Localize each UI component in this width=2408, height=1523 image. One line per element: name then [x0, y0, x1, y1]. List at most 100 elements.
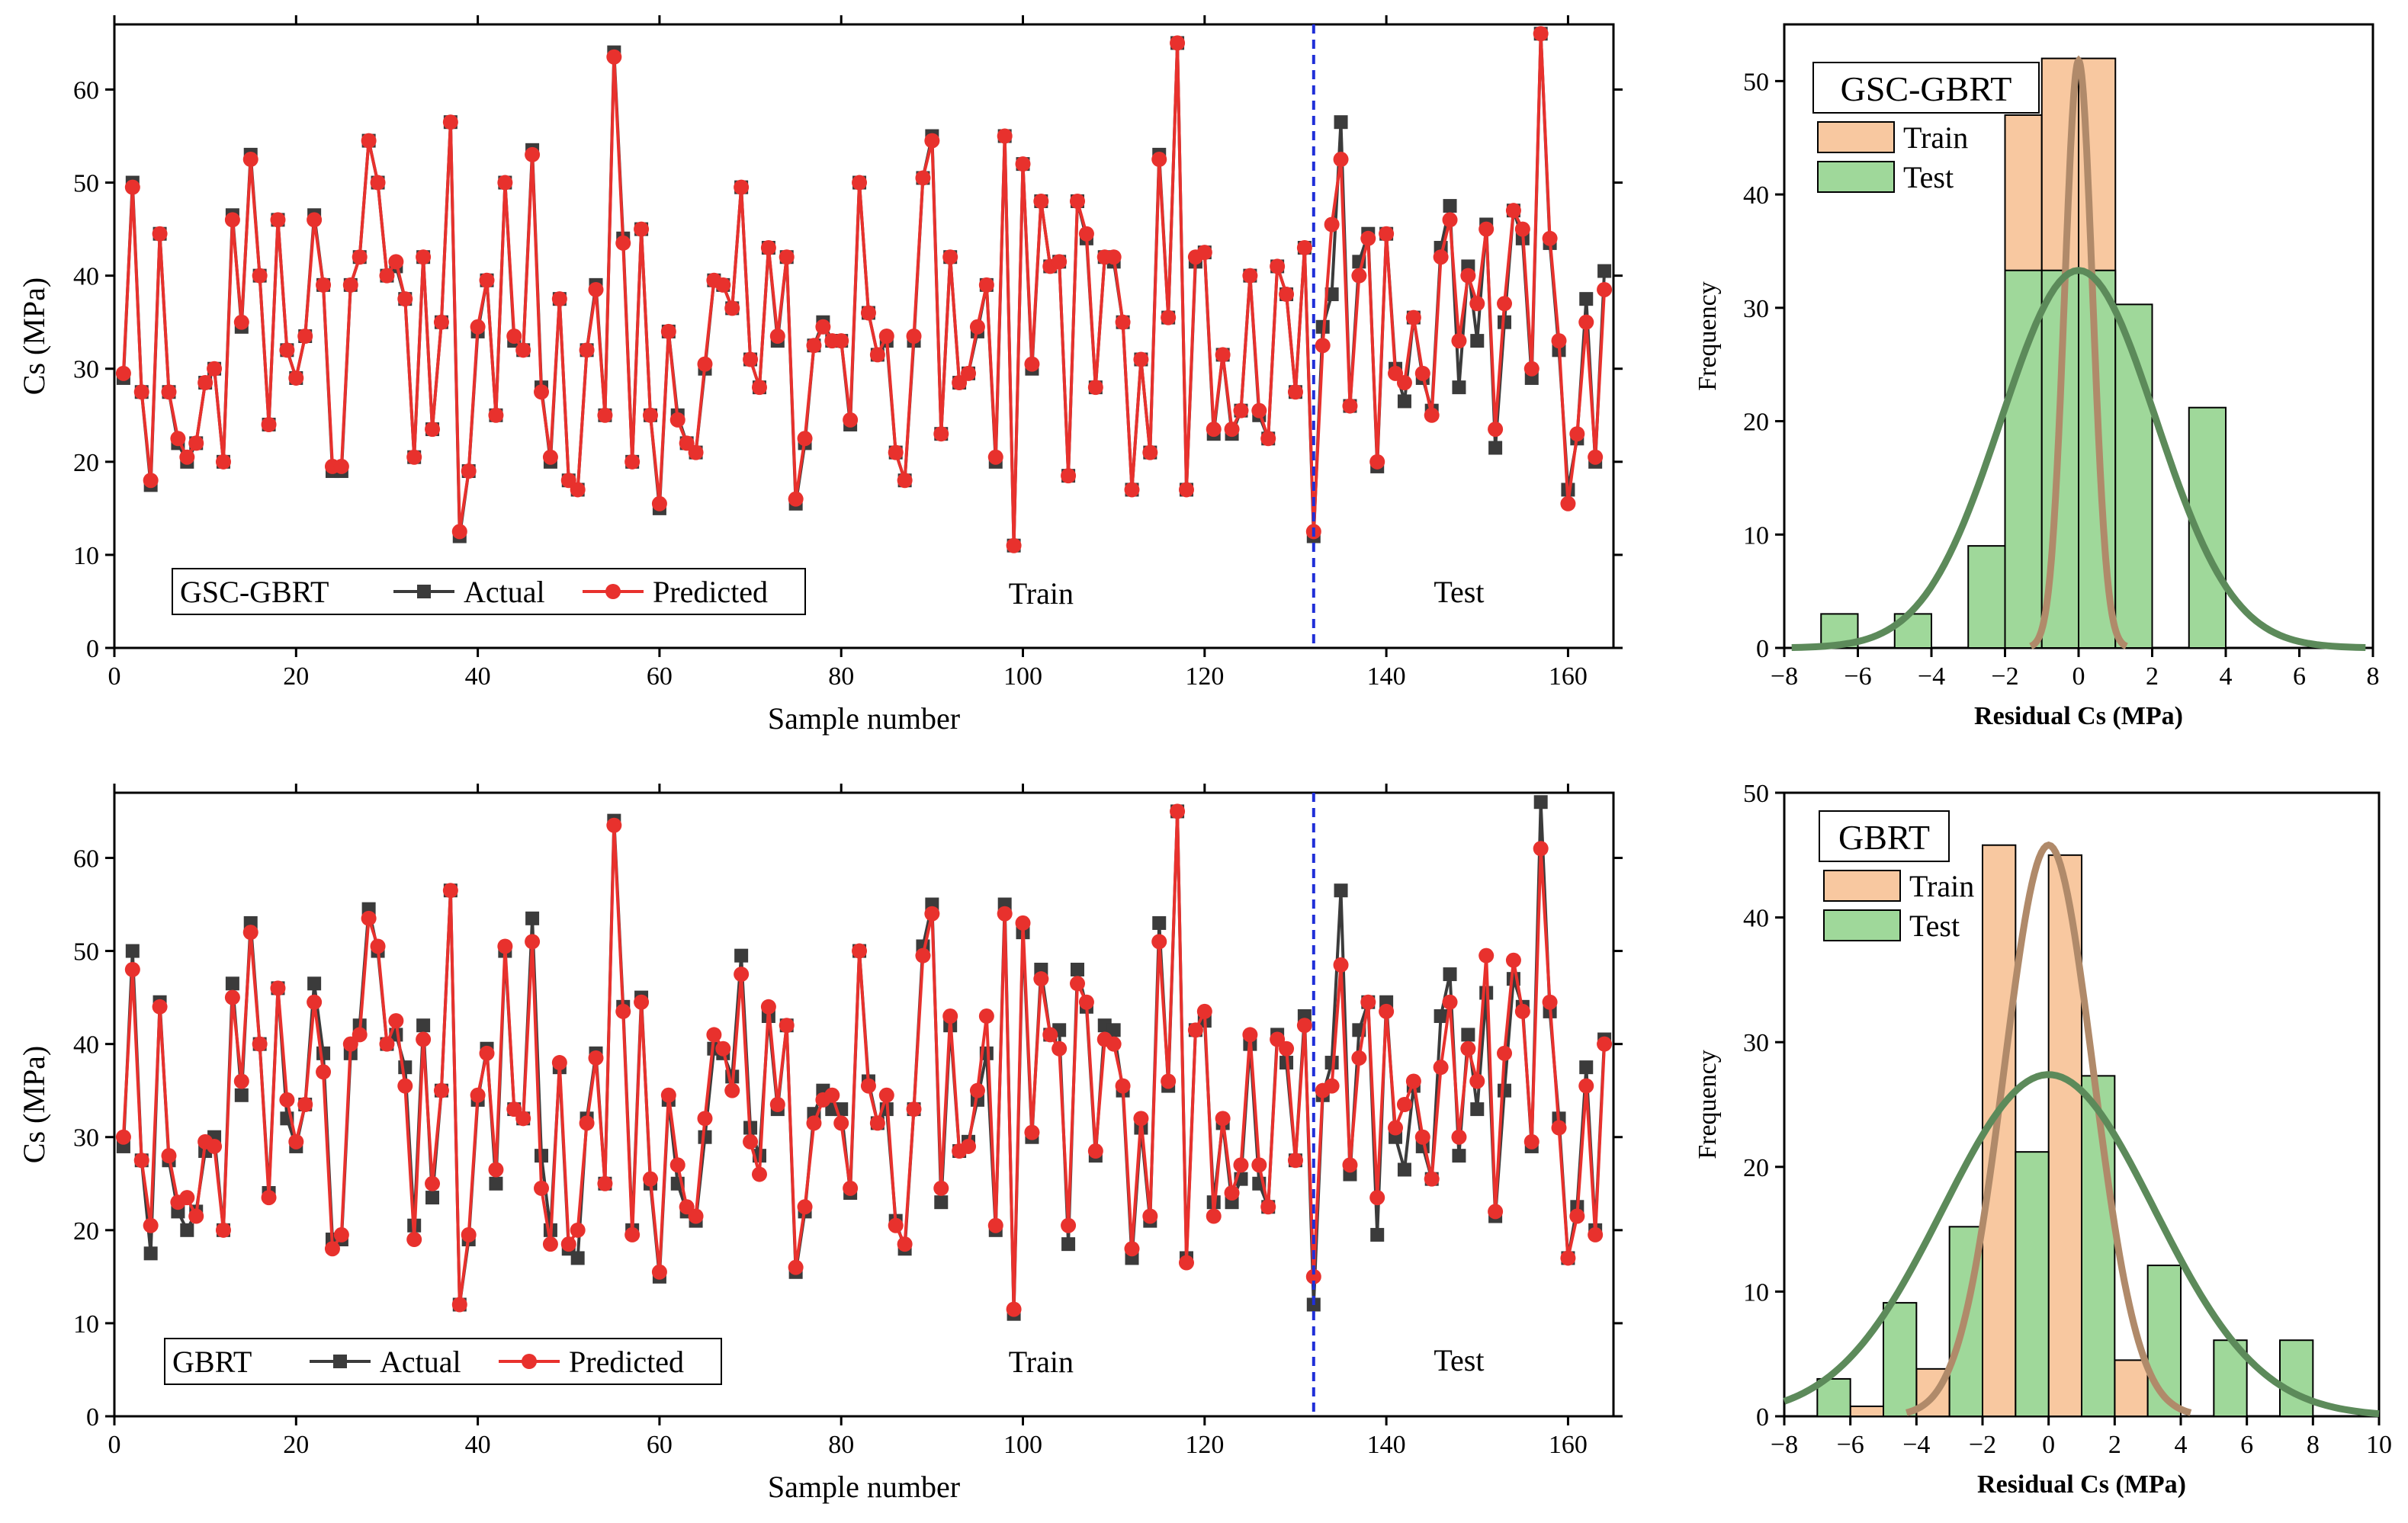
predicted-point: [1051, 254, 1068, 270]
y-tick-label: 30: [73, 356, 99, 384]
predicted-point: [1551, 1120, 1567, 1136]
predicted-point: [734, 179, 750, 195]
predicted-point: [433, 1082, 449, 1098]
x-tick-label: 20: [283, 1431, 309, 1459]
predicted-point: [233, 1073, 249, 1089]
predicted-point: [760, 240, 776, 256]
predicted-point: [1161, 309, 1177, 325]
x-tick-label: 6: [2240, 1431, 2253, 1459]
train-region-label: Train: [1009, 576, 1074, 611]
predicted-point: [179, 1190, 195, 1206]
y-tick-label: 60: [73, 845, 99, 873]
predicted-point: [416, 1031, 432, 1047]
legend-predicted-label: Predicted: [569, 1345, 684, 1379]
predicted-point: [233, 314, 249, 330]
actual-point: [307, 976, 322, 991]
predicted-point: [288, 370, 304, 386]
predicted-point: [442, 883, 458, 899]
y-tick-label: 40: [73, 1031, 99, 1060]
predicted-point: [279, 342, 295, 358]
predicted-point: [1296, 240, 1312, 256]
predicted-point: [270, 980, 286, 996]
predicted-point: [724, 300, 740, 316]
y-tick-label: 40: [1743, 181, 1769, 210]
predicted-point: [624, 1226, 641, 1242]
x-tick-label: 2: [2146, 662, 2159, 691]
predicted-point: [906, 329, 922, 344]
predicted-point: [806, 1115, 822, 1131]
predicted-point: [651, 495, 667, 511]
predicted-point: [333, 458, 349, 474]
predicted-point: [597, 1175, 613, 1191]
predicted-point: [651, 1264, 667, 1280]
predicted-point: [224, 989, 240, 1005]
predicted-point: [143, 473, 159, 489]
predicted-point: [1360, 994, 1376, 1010]
y-axis-label: Frequency: [1694, 1050, 1722, 1159]
predicted-point: [779, 1018, 795, 1034]
actual-point: [1533, 795, 1548, 810]
predicted-point: [1178, 1255, 1194, 1271]
train-normal-curve: [1906, 841, 2192, 1416]
y-tick-label: 20: [73, 1217, 99, 1246]
x-tick-label: 6: [2293, 662, 2306, 691]
predicted-point: [361, 910, 377, 926]
x-tick-label: 0: [108, 662, 121, 691]
predicted-point: [1469, 296, 1485, 312]
predicted-point: [1569, 426, 1585, 442]
legend-title-box: [1819, 810, 1950, 862]
predicted-point: [1087, 380, 1103, 396]
predicted-point: [252, 1036, 268, 1052]
legend-predicted-label: Predicted: [653, 575, 768, 609]
predicted-point: [479, 1045, 495, 1061]
actual-point: [1488, 441, 1503, 455]
actual-point: [316, 1046, 331, 1060]
predicted-point: [1460, 268, 1476, 284]
predicted-point: [1560, 1250, 1576, 1266]
predicted-point: [1451, 1129, 1467, 1145]
predicted-point: [978, 277, 994, 293]
predicted-point: [488, 1162, 504, 1178]
predicted-point: [597, 407, 613, 423]
predicted-point: [579, 1115, 595, 1131]
predicted-point: [461, 1226, 477, 1242]
predicted-point: [207, 361, 223, 377]
predicted-point: [1542, 230, 1558, 246]
predicted-point: [397, 291, 413, 307]
predicted-point: [551, 291, 567, 307]
y-tick-label: 40: [73, 263, 99, 291]
actual-point: [1443, 199, 1457, 213]
predicted-point: [1215, 347, 1231, 363]
predicted-point: [706, 1027, 722, 1043]
predicted-point: [878, 1087, 894, 1103]
y-tick-label: 10: [1743, 521, 1769, 550]
legend-train-swatch: [1817, 121, 1895, 153]
actual-point: [1434, 1009, 1448, 1024]
test-normal-curve: [1791, 267, 2366, 651]
predicted-point: [1051, 1040, 1068, 1056]
y-tick-label: 30: [1743, 295, 1769, 323]
predicted-point: [743, 351, 759, 367]
y-axis-label: Cs (MPa): [17, 1046, 51, 1163]
predicted-point: [488, 407, 504, 423]
predicted-point: [869, 347, 885, 363]
predicted-point: [297, 1097, 313, 1112]
x-tick-label: 140: [1367, 1431, 1406, 1459]
predicted-point: [1142, 444, 1158, 460]
predicted-point: [869, 1115, 885, 1131]
predicted-point: [1124, 482, 1140, 498]
x-tick-label: 160: [1549, 662, 1588, 691]
plot-frame: [113, 791, 1615, 1418]
x-tick-label: −6: [1837, 1431, 1864, 1459]
x-tick-label: −8: [1771, 662, 1798, 691]
predicted-point: [978, 1008, 994, 1024]
predicted-point: [279, 1092, 295, 1108]
legend-title: GSC-GBRT: [1841, 69, 2012, 108]
predicted-point: [1196, 1003, 1212, 1019]
predicted-point: [987, 1217, 1003, 1233]
predicted-point: [461, 463, 477, 479]
predicted-point: [497, 175, 513, 191]
predicted-point: [1015, 915, 1031, 931]
predicted-point: [1287, 384, 1303, 400]
predicted-point: [606, 49, 622, 65]
